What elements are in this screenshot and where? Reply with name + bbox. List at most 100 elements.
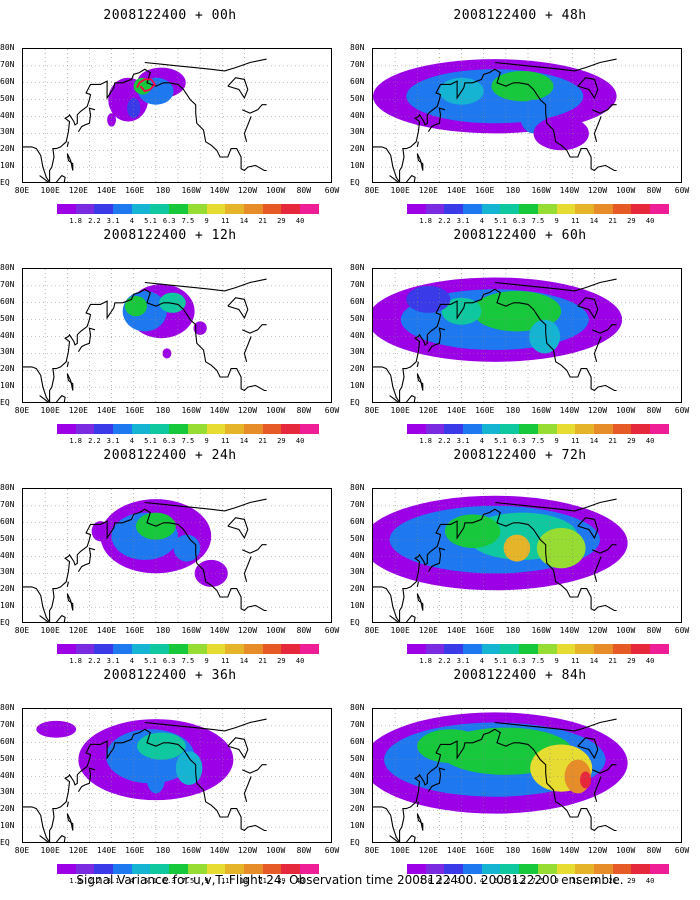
colorbar-swatch [425,644,445,654]
lon-tick-label: 140E [96,846,117,855]
colorbar-swatch [150,424,170,434]
lat-tick-label: 80N [350,703,365,712]
lat-tick-label: 20N [0,804,15,814]
lat-tick-label: 60N [350,736,365,746]
colorbar-label: 3.1 [106,657,120,665]
coastline [389,175,399,182]
colorbar-label: 2.2 [88,217,101,225]
lon-tick-label: 160W [181,406,201,415]
colorbar-swatch [57,644,76,654]
colorbar-swatch [206,424,226,434]
colorbar-swatch [556,644,576,654]
coastline [373,508,617,622]
lat-tick-label: 10N [350,161,365,171]
colorbar-swatch [281,204,300,214]
map-svg [373,489,681,622]
lat-tick-label: EQ [0,618,10,627]
colorbar-label: 3.1 [456,437,470,445]
colorbar-swatch [75,644,95,654]
panel-title: 2008122400 + 00h [103,8,237,23]
colorbar [57,864,319,874]
lat-tick-label: 10N [0,161,15,171]
lat-tick-label: 60N [0,736,15,746]
lat-tick-label: 50N [350,753,365,763]
lon-tick-label: 60W [674,846,690,855]
lon-tick-label: 160E [475,846,495,855]
colorbar-swatch [537,644,557,654]
lon-tick-label: 80W [646,626,662,635]
colorbar-label: 2.2 [88,437,101,445]
lon-tick-label: 160W [181,186,201,195]
colorbar-label: 40 [645,217,655,225]
lat-tick-label: 80N [0,263,15,272]
coastline [39,175,49,182]
colorbar-label: 9 [204,657,209,665]
lon-tick-label: 80E [364,186,380,195]
lat-tick-label: 20N [0,144,15,154]
coastline [416,361,419,368]
lat-tick-label: EQ [350,838,360,847]
lat-tick-label: 80N [350,263,365,272]
colorbar-swatch [281,424,300,434]
colorbar-label: 5.1 [494,437,507,445]
colorbar-label: 3.1 [456,217,470,225]
lon-tick-label: 160W [181,626,201,635]
lat-tick-label: 70N [0,719,15,729]
colorbar-label: 1.8 [69,657,83,665]
lon-tick-label: 120W [237,406,258,415]
colorbar-swatch [299,644,319,654]
lon-tick-label: 160W [181,846,201,855]
coastline [23,728,267,842]
coastline [66,153,74,171]
map-panel: 2008122400 + 60h 80N 70N 60N 50N 40N 30N 20N 10N… [350,228,690,453]
variance-contour [444,514,501,549]
colorbar-swatch [169,864,188,874]
lat-tick-label: 60N [350,516,365,526]
colorbar-swatch [150,204,170,214]
colorbar-label: 40 [295,437,305,445]
lon-tick-label: 100E [390,186,410,195]
colorbar-label: 9 [554,877,559,885]
map-panel: 2008122400 + 72h 80N 70N 60N 50N 40N 30N 20N 10N… [350,448,690,673]
colorbar-label: 1.8 [69,877,83,885]
lon-tick-label: 120E [68,186,88,195]
lon-tick-label: 140W [209,186,229,195]
lon-tick-label: 160W [531,406,551,415]
lat-tick-label: 20N [350,584,365,594]
colorbar-swatch [593,204,613,214]
panel-title: 2008122400 + 24h [103,448,237,463]
coastline [593,336,602,362]
lon-tick-label: 100W [265,186,286,195]
lon-tick-label: 120E [418,846,438,855]
lat-tick-label: 30N [0,127,15,137]
colorbar-label: 40 [645,437,655,445]
lon-tick-label: 180 [505,186,521,195]
coastline [55,614,66,622]
coastline [591,104,617,114]
lat-tick-label: 30N [350,567,365,577]
coastline [416,581,419,588]
lat-tick-label: 40N [350,550,365,560]
figure-caption: Signal Variance for u,v,T. Flight 24. Ob… [76,873,624,887]
colorbar-swatch [612,644,632,654]
colorbar-label: 21 [258,877,267,885]
map-svg [23,49,331,182]
lon-tick-label: 160W [531,846,551,855]
map-frame [22,48,332,183]
lat-tick-label: 40N [0,330,15,340]
colorbar-swatch [481,864,501,874]
colorbar-swatch [94,424,114,434]
colorbar-label: 21 [608,657,617,665]
colorbar-swatch [556,864,576,874]
colorbar-label: 9 [554,657,559,665]
lon-tick-label: 120W [237,626,258,635]
lon-tick-label: 120E [68,846,88,855]
lat-tick-label: 50N [0,313,15,323]
colorbar-label: 29 [627,877,636,885]
coastline [577,737,599,760]
lat-tick-label: 10N [350,381,365,391]
coastline [66,361,69,368]
lat-tick-label: 50N [0,93,15,103]
colorbar-swatch [649,424,669,434]
colorbar-label: 3.1 [106,217,120,225]
